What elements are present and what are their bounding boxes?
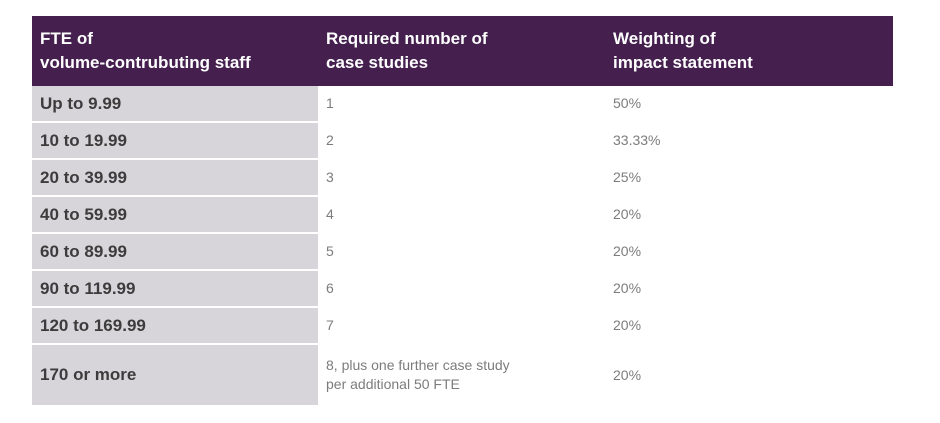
header-fte: FTE of volume-contrubuting staff (32, 16, 318, 86)
case-study-requirements-table: FTE of volume-contrubuting staff Require… (32, 16, 893, 407)
table-row: 60 to 89.99 5 20% (32, 234, 893, 271)
case-studies-line2: per additional 50 FTE (326, 376, 460, 392)
table-header-row: FTE of volume-contrubuting staff Require… (32, 16, 893, 86)
weighting-cell: 20% (613, 366, 642, 383)
weighting-cell: 20% (613, 280, 642, 296)
weighting-cell: 20% (613, 317, 642, 333)
table-row: 170 or more 8, plus one further case stu… (32, 345, 893, 407)
fte-cell: 170 or more (32, 345, 318, 405)
header-case-studies-line2: case studies (326, 53, 429, 72)
header-weighting-line1: Weighting of (613, 29, 716, 48)
weighting-cell: 20% (613, 243, 642, 259)
case-studies-cell: 3 (326, 169, 334, 185)
header-fte-line1: FTE of (40, 29, 93, 48)
table-row: 40 to 59.99 4 20% (32, 197, 893, 234)
fte-cell: 90 to 119.99 (32, 271, 318, 306)
header-fte-line2: volume-contrubuting staff (40, 53, 251, 72)
case-studies-line1: 8, plus one further case study (326, 357, 510, 373)
fte-cell: 40 to 59.99 (32, 197, 318, 232)
table-row: 120 to 169.99 7 20% (32, 308, 893, 345)
case-studies-cell: 2 (326, 132, 334, 148)
case-studies-cell: 6 (326, 280, 334, 296)
header-weighting: Weighting of impact statement (605, 16, 893, 86)
weighting-cell: 20% (613, 206, 642, 222)
case-studies-cell: 5 (326, 243, 334, 259)
weighting-cell: 50% (613, 95, 642, 111)
fte-cell: Up to 9.99 (32, 86, 318, 121)
header-case-studies-line1: Required number of (326, 29, 488, 48)
case-studies-cell: 1 (326, 95, 334, 111)
fte-cell: 10 to 19.99 (32, 123, 318, 158)
case-studies-cell: 4 (326, 206, 334, 222)
table-row: 10 to 19.99 2 33.33% (32, 123, 893, 160)
table-row: 90 to 119.99 6 20% (32, 271, 893, 308)
weighting-cell: 33.33% (613, 132, 661, 148)
header-case-studies: Required number of case studies (318, 16, 605, 86)
case-studies-cell: 7 (326, 317, 334, 333)
fte-cell: 20 to 39.99 (32, 160, 318, 195)
fte-cell: 60 to 89.99 (32, 234, 318, 269)
header-weighting-line2: impact statement (613, 53, 753, 72)
table-row: 20 to 39.99 3 25% (32, 160, 893, 197)
weighting-cell: 25% (613, 169, 642, 185)
case-studies-cell: 8, plus one further case study per addit… (318, 345, 605, 405)
fte-cell: 120 to 169.99 (32, 308, 318, 343)
table-row: Up to 9.99 1 50% (32, 86, 893, 123)
